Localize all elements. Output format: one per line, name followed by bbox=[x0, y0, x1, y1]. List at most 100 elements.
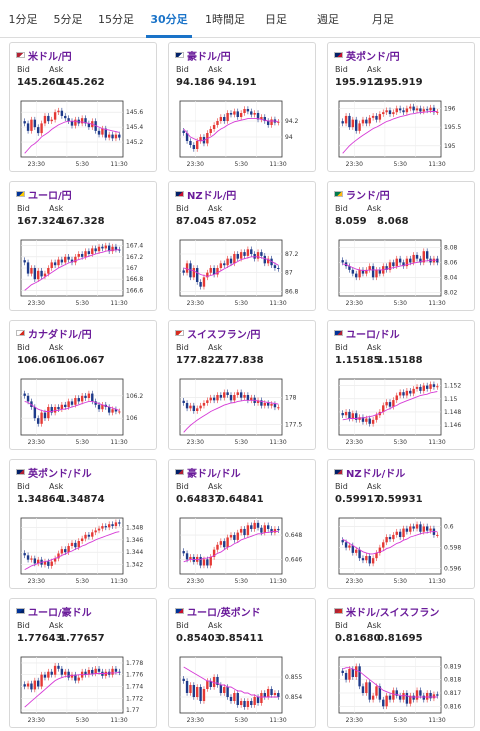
currency-card[interactable]: ユーロ/豪ドル Bid Ask 1.776431.77657 1.778 1.776 1.7… bbox=[9, 598, 157, 728]
currency-card[interactable]: カナダドル/円 Bid Ask 106.061106.067 106.2 106 23:30… bbox=[9, 320, 157, 450]
currency-card[interactable]: スイスフラン/円 Bid Ask 177.822177.838 178 177.5 23:3… bbox=[168, 320, 316, 450]
pair-name[interactable]: スイスフラン/円 bbox=[187, 329, 261, 341]
candle-body bbox=[253, 113, 256, 115]
price-chart[interactable]: 1.348 1.346 1.344 1.342 23:30 5:30 11:30 bbox=[17, 514, 153, 588]
candle-body bbox=[382, 112, 385, 115]
candle-body bbox=[398, 392, 402, 396]
pair-name[interactable]: ランド/円 bbox=[346, 190, 390, 202]
currency-card[interactable]: ユーロ/ドル Bid Ask 1.151851.15188 1.152 1.15 1.148… bbox=[327, 320, 475, 450]
tab-0[interactable]: 1分足 bbox=[8, 12, 38, 26]
candle-body bbox=[57, 553, 60, 559]
candle-body bbox=[351, 669, 355, 677]
tab-7[interactable]: 月足 bbox=[372, 12, 394, 26]
price-chart[interactable]: 145.6 145.4 145.2 23:30 5:30 11:30 bbox=[17, 97, 153, 171]
currency-card[interactable]: ランド/円 Bid Ask 8.059 8.068 8.08 8.06 8.04 8.02 23:… bbox=[327, 181, 475, 311]
ask-value: 94.191 bbox=[218, 77, 257, 88]
x-tick-label: 5:30 bbox=[234, 439, 248, 446]
candle-body bbox=[67, 671, 70, 678]
bid-label: Bid bbox=[17, 204, 30, 213]
candle-body bbox=[40, 412, 43, 424]
price-chart[interactable]: 196 195.5 195 23:30 5:30 11:30 bbox=[335, 97, 471, 171]
bid-ask-labels: Bid Ask bbox=[176, 65, 222, 74]
currency-card[interactable]: ユーロ/円 Bid Ask 167.324167.328 167.4 167.2 167 16… bbox=[9, 181, 157, 311]
tab-5[interactable]: 日足 bbox=[265, 12, 287, 26]
price-chart[interactable]: 0.855 0.854 23:30 5:30 11:30 bbox=[176, 653, 312, 727]
tab-4[interactable]: 1時間足 bbox=[205, 12, 245, 26]
x-tick-label: 23:30 bbox=[346, 300, 363, 307]
candle-body bbox=[74, 542, 77, 548]
price-chart[interactable]: 0.6 0.598 0.596 23:30 5:30 11:30 bbox=[335, 514, 471, 588]
x-tick-label: 11:30 bbox=[428, 578, 445, 585]
pair-name[interactable]: 豪ドル/ドル bbox=[187, 468, 241, 480]
candle-body bbox=[233, 254, 236, 264]
pair-name[interactable]: ユーロ/ドル bbox=[346, 329, 400, 341]
candle-body bbox=[409, 695, 412, 704]
tab-2[interactable]: 15分足 bbox=[98, 12, 134, 26]
pair-name[interactable]: NZドル/円 bbox=[187, 190, 237, 202]
candle-body bbox=[432, 107, 436, 113]
pair-name[interactable]: 英ポンド/円 bbox=[346, 51, 400, 63]
candle-body bbox=[212, 125, 216, 129]
price-chart[interactable]: 87.2 87 86.8 23:30 5:30 11:30 bbox=[176, 236, 312, 310]
bid-ask-values: 0.816800.81695 bbox=[335, 633, 423, 644]
eu-us-flag bbox=[334, 330, 343, 336]
candle-body bbox=[412, 695, 415, 700]
pair-name[interactable]: ユーロ/円 bbox=[28, 190, 72, 202]
price-chart[interactable]: 167.4 167.2 167 166.8 166.6 23:30 5:30 11:30 bbox=[17, 236, 153, 310]
currency-card[interactable]: NZドル/円 Bid Ask 87.045 87.052 87.2 87 86.8 23:30 5… bbox=[168, 181, 316, 311]
candle-body bbox=[30, 558, 33, 560]
ask-label: Ask bbox=[49, 343, 64, 352]
price-chart[interactable]: 94.2 94 23:30 5:30 11:30 bbox=[176, 97, 312, 171]
candle-body bbox=[189, 685, 192, 693]
candle-body bbox=[60, 110, 64, 116]
y-tick-label: 106 bbox=[126, 415, 138, 422]
tab-3[interactable]: 30分足 bbox=[142, 0, 196, 38]
x-tick-label: 11:30 bbox=[428, 161, 445, 168]
candle-body bbox=[246, 525, 250, 536]
candle-body bbox=[415, 254, 419, 259]
candle-body bbox=[94, 248, 97, 252]
candle-body bbox=[229, 113, 233, 115]
currency-card[interactable]: 豪ドル/円 Bid Ask 94.186 94.191 94.2 94 23:30 5:30 11… bbox=[168, 42, 316, 172]
candle-body bbox=[26, 262, 30, 274]
pair-name[interactable]: 豪ドル/円 bbox=[187, 51, 231, 63]
pair-name[interactable]: カナダドル/円 bbox=[28, 329, 92, 341]
candle-body bbox=[270, 528, 273, 533]
pair-name[interactable]: NZドル/ドル bbox=[346, 468, 406, 480]
timeframe-tabs: 1分足 5分足 15分足 30分足 1時間足 日足 週足 月足 bbox=[0, 0, 480, 38]
currency-card[interactable]: 豪ドル/ドル Bid Ask 0.648370.64841 0.648 0.646 23:3… bbox=[168, 459, 316, 589]
candle-body bbox=[206, 400, 209, 403]
pair-name[interactable]: ユーロ/英ポンド bbox=[187, 607, 261, 619]
candle-body bbox=[57, 110, 60, 113]
candle-body bbox=[199, 282, 202, 287]
price-chart[interactable]: 106.2 106 23:30 5:30 11:30 bbox=[17, 375, 153, 449]
candle-body bbox=[192, 405, 196, 411]
pair-name[interactable]: ユーロ/豪ドル bbox=[28, 607, 92, 619]
currency-card[interactable]: NZドル/ドル Bid Ask 0.599170.59931 0.6 0.598 0.596… bbox=[327, 459, 475, 589]
price-chart[interactable]: 1.152 1.15 1.148 1.146 23:30 5:30 11:30 bbox=[335, 375, 471, 449]
ask-value: 1.77657 bbox=[59, 633, 105, 644]
candle-body bbox=[351, 269, 355, 274]
currency-card[interactable]: 米ドル/円 Bid Ask 145.260145.262 145.6 145.4 145.2… bbox=[9, 42, 157, 172]
eu-gb-flag bbox=[175, 608, 184, 614]
candle-body bbox=[392, 400, 395, 407]
currency-card[interactable]: 英ポンド/円 Bid Ask 195.912195.919 196 195.5 195 23:… bbox=[327, 42, 475, 172]
candle-body bbox=[358, 269, 361, 278]
price-chart[interactable]: 1.778 1.776 1.774 1.772 1.77 23:30 5:30 11:30 bbox=[17, 653, 153, 727]
candle-body bbox=[114, 246, 118, 250]
price-chart[interactable]: 0.648 0.646 23:30 5:30 11:30 bbox=[176, 514, 312, 588]
tab-1[interactable]: 5分足 bbox=[53, 12, 83, 26]
price-chart[interactable]: 8.08 8.06 8.04 8.02 23:30 5:30 11:30 bbox=[335, 236, 471, 310]
candle-body bbox=[233, 111, 236, 115]
currency-card[interactable]: 英ポンド/ドル Bid Ask 1.348641.34874 1.348 1.346 1.3… bbox=[9, 459, 157, 589]
candle-body bbox=[402, 262, 405, 267]
tab-6[interactable]: 週足 bbox=[317, 12, 339, 26]
pair-name[interactable]: 英ポンド/ドル bbox=[28, 468, 92, 480]
candle-body bbox=[114, 522, 118, 527]
currency-card[interactable]: ユーロ/英ポンド Bid Ask 0.854030.85411 0.855 0.854 23… bbox=[168, 598, 316, 728]
price-chart[interactable]: 178 177.5 23:30 5:30 11:30 bbox=[176, 375, 312, 449]
currency-card[interactable]: 米ドル/スイスフラン Bid Ask 0.816800.81695 0.819 0.818… bbox=[327, 598, 475, 728]
pair-name[interactable]: 米ドル/円 bbox=[28, 51, 72, 63]
price-chart[interactable]: 0.819 0.818 0.817 0.816 23:30 5:30 11:30 bbox=[335, 653, 471, 727]
pair-name[interactable]: 米ドル/スイスフラン bbox=[346, 607, 440, 619]
